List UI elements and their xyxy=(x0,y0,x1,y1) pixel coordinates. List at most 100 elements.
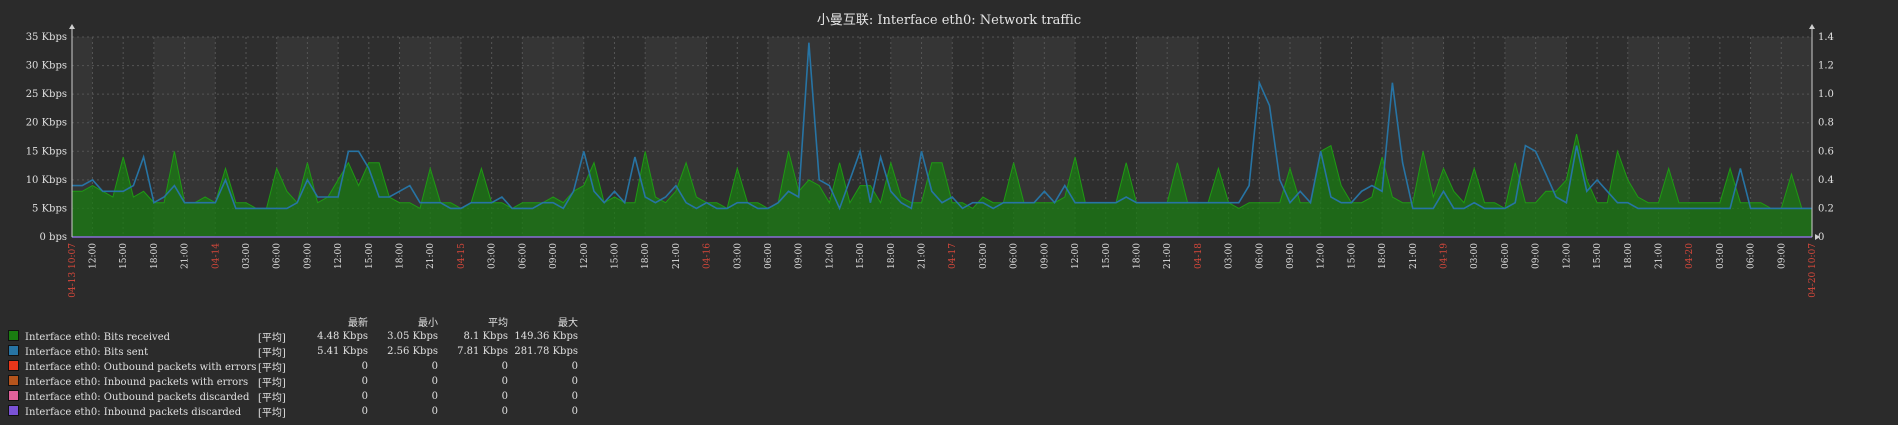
x-axis-tick-label: 03:00 xyxy=(1470,243,1480,269)
legend-item-min: 3.05 Kbps xyxy=(387,331,438,342)
y-axis-right-tick-label: 1.2 xyxy=(1818,61,1834,72)
x-axis-tick-label: 21:00 xyxy=(1409,243,1419,269)
series-area-bits-received xyxy=(71,133,1813,238)
chart-title: 小曼互联: Interface eth0: Network traffic xyxy=(817,13,1081,28)
legend-item-function: [平均] xyxy=(258,333,286,344)
x-axis-arrow xyxy=(1815,234,1820,240)
y-axis-tick-label: 10 Kbps xyxy=(26,175,67,186)
legend-header: 最新 最小 平均 最大 xyxy=(8,314,578,329)
legend-swatch xyxy=(8,390,19,401)
y-axis-right-tick-label: 1.0 xyxy=(1818,89,1834,100)
legend-item-function: [平均] xyxy=(258,393,286,404)
legend-item-min: 0 xyxy=(431,406,438,417)
legend-item-last: 0 xyxy=(361,406,368,417)
legend-item-avg: 0 xyxy=(501,391,508,402)
legend: 最新 最小 平均 最大 Interface eth0: Bits receive… xyxy=(8,314,578,419)
x-axis-tick-label: 18:00 xyxy=(1378,243,1388,269)
x-axis-tick-label: 12:00 xyxy=(1562,243,1572,269)
x-axis-date-label: 04-17 xyxy=(948,243,958,269)
x-axis-tick-label: 06:00 xyxy=(1255,243,1265,269)
legend-item-function: [平均] xyxy=(258,348,286,359)
legend-item-avg: 8.1 Kbps xyxy=(463,331,509,342)
x-axis-tick-label: 03:00 xyxy=(242,243,252,269)
x-axis-tick-label: 18:00 xyxy=(1132,243,1142,269)
legend-item-min: 0 xyxy=(431,361,438,372)
x-axis-tick-label: 15:00 xyxy=(1347,243,1357,269)
x-axis-date-label: 04-18 xyxy=(1194,243,1204,269)
x-axis-tick-label: 09:00 xyxy=(1040,243,1050,269)
x-axis-date-label: 04-15 xyxy=(457,243,467,269)
legend-col-min: 最小 xyxy=(418,318,438,329)
legend-item-min: 0 xyxy=(431,391,438,402)
x-axis-date-label: 04-20 xyxy=(1685,243,1695,269)
x-axis-tick-label: 09:00 xyxy=(795,243,805,269)
x-axis-tick-label: 09:00 xyxy=(1532,243,1542,269)
y-axis-tick-label: 15 Kbps xyxy=(26,146,67,157)
legend-item-last: 5.41 Kbps xyxy=(317,346,368,357)
x-axis-tick-label: 06:00 xyxy=(764,243,774,269)
x-axis-tick-label: 06:00 xyxy=(1501,243,1511,269)
legend-swatch xyxy=(8,360,19,371)
legend-item-function: [平均] xyxy=(258,408,286,419)
x-axis-tick-label: 21:00 xyxy=(1163,243,1173,269)
x-axis-tick-label: 09:00 xyxy=(1286,243,1296,269)
x-axis-tick-label: 15:00 xyxy=(610,243,620,269)
x-axis-tick-label: 03:00 xyxy=(1225,243,1235,269)
legend-item: Interface eth0: Bits received [平均] 4.48 … xyxy=(8,329,578,344)
x-axis-tick-label: 03:00 xyxy=(488,243,498,269)
x-axis-tick-label: 21:00 xyxy=(672,243,682,269)
x-axis-tick-label: 12:00 xyxy=(1317,243,1327,269)
x-axis-tick-label: 03:00 xyxy=(979,243,989,269)
legend-item-last: 0 xyxy=(361,361,368,372)
x-axis-tick-label: 15:00 xyxy=(119,243,129,269)
legend-item: Interface eth0: Outbound packets discard… xyxy=(8,389,578,404)
x-axis-tick-label: 06:00 xyxy=(1010,243,1020,269)
y-axis-right-tick-label: 0.8 xyxy=(1818,118,1834,129)
legend-item-max: 281.78 Kbps xyxy=(514,346,578,357)
legend-item-last: 0 xyxy=(361,376,368,387)
legend-item-function: [平均] xyxy=(258,378,286,389)
legend-col-avg: 平均 xyxy=(488,318,508,329)
legend-item-avg: 0 xyxy=(501,406,508,417)
x-axis-tick-label: 06:00 xyxy=(1747,243,1757,269)
x-axis-tick-label: 09:00 xyxy=(303,243,313,269)
plot-area: 0 bps 0 5 Kbps 0.2 10 Kbps 0.4 15 Kbps 0.6 20 Kb… xyxy=(26,24,1834,298)
legend-item: Interface eth0: Bits sent [平均] 5.41 Kbps… xyxy=(8,344,578,359)
y-axis-right-tick-label: 1.4 xyxy=(1818,32,1834,43)
y-axis-tick-label: 20 Kbps xyxy=(26,118,67,129)
x-axis-tick-label: 03:00 xyxy=(733,243,743,269)
legend-item: Interface eth0: Inbound packets discarde… xyxy=(8,404,578,419)
x-axis-tick-label: 03:00 xyxy=(1716,243,1726,269)
legend-swatch xyxy=(8,330,19,341)
x-axis-tick-label: 12:00 xyxy=(88,243,98,269)
legend-item-last: 4.48 Kbps xyxy=(317,331,368,342)
x-axis-date-label: 04-14 xyxy=(211,243,221,269)
legend-item-last: 0 xyxy=(361,391,368,402)
y-axis-right-tick-label: 0.4 xyxy=(1818,175,1834,186)
y-axis-tick-label: 30 Kbps xyxy=(26,61,67,72)
y-axis-right-tick-label: 0.2 xyxy=(1818,203,1834,214)
legend-item-max: 0 xyxy=(571,391,578,402)
x-axis-tick-label: 18:00 xyxy=(396,243,406,269)
legend-item-function: [平均] xyxy=(258,363,286,374)
y-axis-tick-label: 25 Kbps xyxy=(26,89,67,100)
x-axis-tick-label: 18:00 xyxy=(150,243,160,269)
y-axis-tick-label: 5 Kbps xyxy=(32,203,67,214)
legend-swatch xyxy=(8,375,19,386)
legend-item-max: 149.36 Kbps xyxy=(514,331,578,342)
x-axis-tick-label: 12:00 xyxy=(825,243,835,269)
x-axis-tick-label: 18:00 xyxy=(887,243,897,269)
x-axis-tick-label: 09:00 xyxy=(549,243,559,269)
legend-item-name: Interface eth0: Inbound packets discarde… xyxy=(25,407,242,418)
x-axis-date-label: 04-16 xyxy=(703,243,713,269)
x-axis-date-label: 04-13 10:07 xyxy=(68,243,78,298)
x-axis-tick-label: 21:00 xyxy=(1654,243,1664,269)
legend-item-min: 0 xyxy=(431,376,438,387)
y-axis-tick-label: 0 bps xyxy=(40,232,67,243)
series-line-bits-sent xyxy=(72,42,1812,211)
legend-item: Interface eth0: Outbound packets with er… xyxy=(8,359,578,374)
legend-item-name: Interface eth0: Inbound packets with err… xyxy=(25,377,249,388)
y-axis-left-arrow xyxy=(69,24,75,29)
legend-item: Interface eth0: Inbound packets with err… xyxy=(8,374,578,389)
